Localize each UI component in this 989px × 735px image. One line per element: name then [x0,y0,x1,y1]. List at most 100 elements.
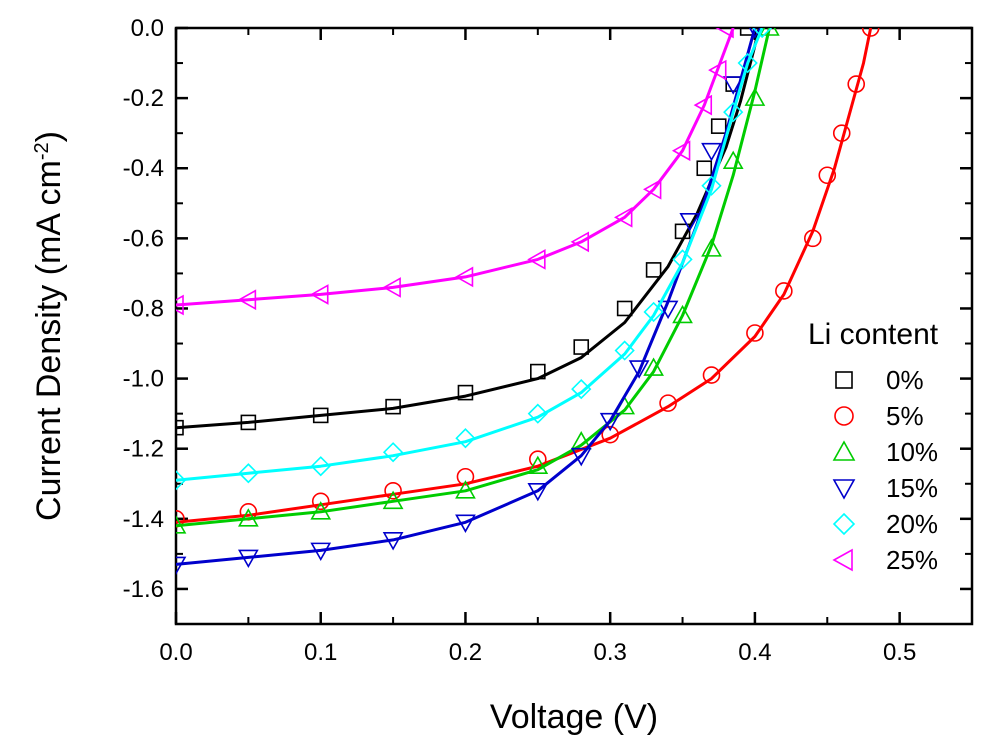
y-tick-label: -1.6 [123,576,164,603]
fit-line-0pct [176,28,761,430]
data-point-15pct [628,360,650,379]
data-point-5pct [659,394,677,412]
legend-label-5pct: 5% [886,401,924,431]
data-point-15pct [382,532,404,551]
data-point-5pct [847,75,866,93]
series-25pct [176,28,735,316]
legend-label-20pct: 20% [886,509,938,539]
data-point-25pct [708,59,727,81]
data-point-10pct [237,508,259,527]
data-point-20pct [527,403,548,424]
data-point-5pct [176,510,185,528]
data-point-5pct [601,425,619,444]
y-tick-label: -1.2 [123,436,164,463]
data-point-10pct [455,480,476,499]
y-tick-label: -0.6 [123,225,164,252]
x-tick-label: 0.3 [593,639,626,666]
legend-marker-25pct [832,548,853,572]
fit-line-20pct [176,28,764,482]
data-point-25pct [176,294,184,316]
data-point-15pct [748,28,761,39]
legend-marker-5pct [834,406,854,426]
data-point-5pct [818,166,837,185]
data-point-25pct [715,28,734,39]
data-point-25pct [310,284,329,305]
y-tick-label: -1.4 [123,506,164,533]
data-point-10pct [744,87,766,106]
data-point-10pct [310,501,332,520]
data-point-0pct [240,414,257,431]
legend: Li content 0% 5% 10% 15% 20% 25% [808,318,939,575]
data-point-25pct [527,249,546,270]
data-point-15pct [527,482,549,502]
data-point-0pct [616,300,633,317]
data-point-20pct [382,442,404,463]
legend-label-10pct: 10% [886,437,938,467]
data-point-20pct [643,301,664,323]
data-point-10pct [672,304,693,324]
legend-label-0pct: 0% [886,365,924,395]
data-point-0pct [674,223,691,240]
data-point-20pct [238,463,259,484]
plot-frame [174,26,974,626]
legend-title: Li content [808,318,939,351]
data-point-20pct [701,175,722,196]
data-point-5pct [384,481,402,500]
data-point-5pct [775,282,793,300]
data-point-25pct [237,289,257,311]
data-point-20pct [723,102,744,123]
legend-marker-10pct [832,440,856,461]
data-point-15pct [701,142,722,162]
legend-marker-15pct [832,479,856,500]
data-point-10pct [722,150,744,170]
data-point-25pct [454,266,474,288]
data-point-20pct [310,456,331,477]
data-point-5pct [832,124,851,142]
data-point-5pct [861,28,880,37]
data-point-15pct [679,213,701,232]
legend-marker-0pct [835,371,853,389]
data-point-10pct [527,455,549,475]
data-point-0pct [385,398,401,415]
data-point-5pct [746,324,764,342]
x-tick-label: 0.1 [304,639,337,666]
series-5pct [176,28,880,528]
axis-tick-labels: 0.0 0.1 0.2 0.3 0.4 0.5 0.0 -0.2 -0.4 -0.6 -0.8 -1.… [123,15,917,666]
legend-label-25pct: 25% [886,545,938,575]
data-point-20pct [752,28,773,39]
legend-label-15pct: 15% [886,473,938,503]
series-0pct [176,28,761,436]
y-tick-label: -0.2 [123,85,164,112]
y-axis-title-superscript: -2 [31,142,53,160]
y-tick-label: -0.8 [123,295,164,322]
data-point-20pct [614,340,635,361]
data-point-10pct [643,357,664,376]
fit-line-5pct [176,28,873,524]
y-tick-label: -1.0 [123,366,164,393]
data-point-20pct [672,249,693,270]
y-tick-label: 0.0 [131,15,164,42]
data-point-10pct [176,515,187,534]
data-point-15pct [599,412,621,432]
data-point-15pct [455,514,476,533]
data-point-0pct [696,160,713,177]
data-point-20pct [737,52,758,74]
legend-marker-20pct [832,512,856,536]
data-point-0pct [710,118,727,134]
data-point-25pct [642,178,662,200]
data-point-5pct [529,450,547,469]
data-point-0pct [739,28,756,36]
data-point-15pct [176,556,187,576]
data-point-15pct [657,300,679,320]
data-point-0pct [530,363,546,380]
data-point-10pct [701,238,722,257]
x-axis-title: Voltage (V) [490,698,658,735]
data-point-20pct [455,428,476,449]
data-point-5pct [456,467,475,486]
data-point-25pct [693,94,713,116]
data-point-15pct [722,76,744,95]
data-point-5pct [803,229,822,248]
data-point-5pct [311,492,330,511]
x-tick-label: 0.2 [449,639,482,666]
data-point-25pct [671,140,691,162]
